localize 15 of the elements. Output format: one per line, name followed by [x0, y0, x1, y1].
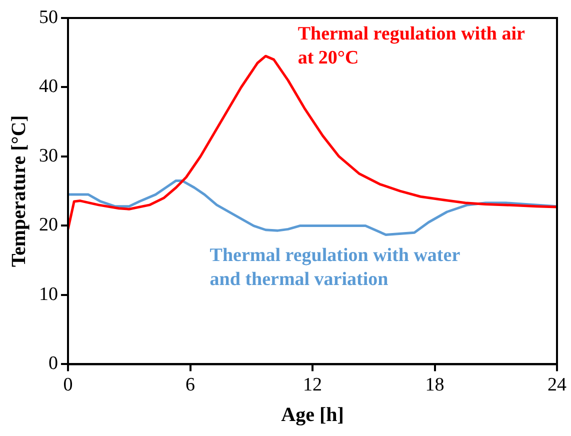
x-tick-label: 24	[548, 374, 567, 396]
x-axis-title: Age [h]	[281, 404, 344, 426]
x-tick-label: 0	[63, 374, 73, 396]
x-tick-label: 12	[303, 374, 322, 396]
x-tick-label: 6	[186, 374, 195, 396]
y-tick-label: 10	[39, 284, 58, 305]
y-tick-label: 50	[39, 6, 58, 28]
y-tick-label: 30	[39, 145, 58, 166]
y-tick-label: 20	[39, 214, 58, 236]
x-tick-label: 18	[425, 374, 444, 396]
y-axis-title: Temperature [°C]	[8, 115, 30, 268]
series-label: Thermal regulation with water and thermal variation	[210, 244, 461, 290]
y-tick-label: 0	[48, 353, 58, 374]
y-tick-label: 40	[39, 76, 58, 98]
series-label: Thermal regulation with air at 20°C	[298, 23, 526, 68]
